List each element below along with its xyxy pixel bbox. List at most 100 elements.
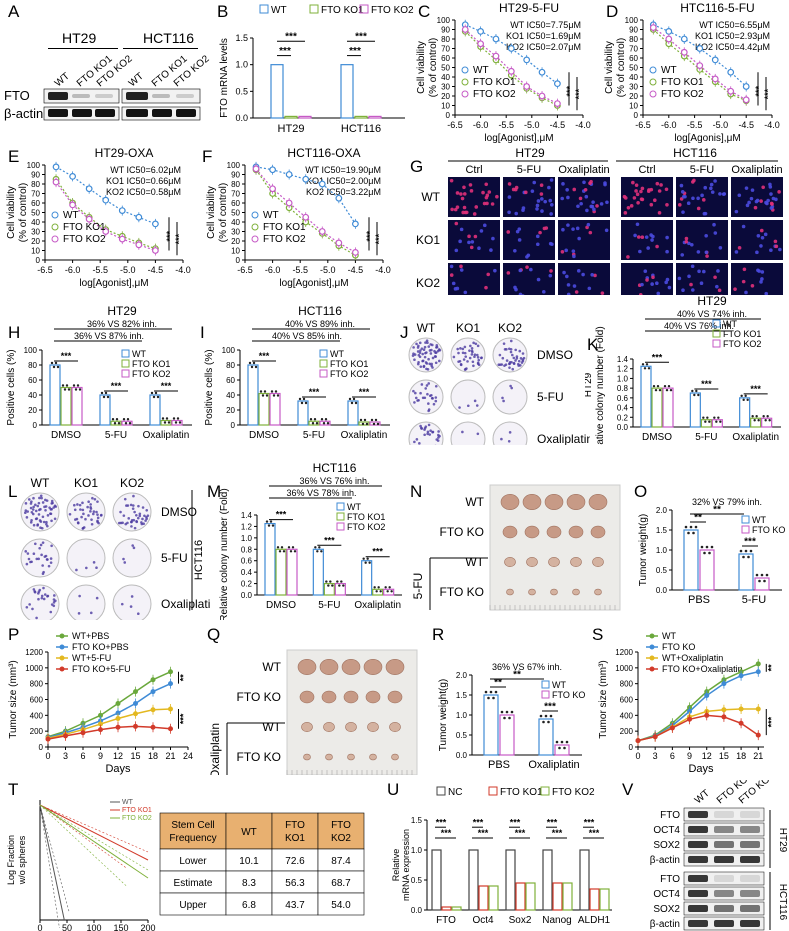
data-point — [373, 586, 376, 589]
tick-label: 40 — [441, 73, 450, 82]
colony — [79, 508, 82, 511]
tick-label: 0.5 — [411, 876, 423, 885]
data-point — [150, 689, 156, 695]
data-point — [555, 740, 559, 744]
row-label: KO2 — [416, 276, 440, 290]
table-header: Frequency — [169, 833, 216, 844]
data-point — [69, 201, 76, 209]
cell-spot — [529, 267, 533, 272]
bar — [49, 364, 61, 426]
cell-spot — [713, 179, 717, 183]
data-point — [263, 390, 267, 393]
panel-s: S 0 200 400 600 800 1000 1200 0 3 6 9 12 15 18 21 Days T… — [590, 625, 789, 775]
data-point — [351, 248, 359, 256]
data-point — [667, 384, 671, 388]
colony — [87, 514, 90, 517]
colony — [452, 355, 456, 359]
tumor — [347, 753, 355, 761]
colony — [518, 349, 522, 353]
legend-label: WT — [263, 210, 279, 221]
cell-spot — [518, 292, 523, 295]
cell-spot — [451, 281, 456, 286]
legend-label: FTO KO2 — [122, 815, 152, 822]
micrograph — [558, 263, 610, 295]
data-point — [744, 394, 747, 398]
y-axis-label: Cell viability — [206, 186, 217, 239]
cell-spot — [768, 182, 772, 187]
sig-label: ** — [513, 669, 521, 680]
colony — [425, 339, 429, 342]
ic50-label: KO1 IC50=2.00μM — [306, 176, 381, 186]
data-point — [261, 394, 265, 397]
data-point — [122, 418, 126, 421]
data-point — [115, 710, 121, 716]
panel-letter: H — [8, 323, 21, 342]
data-point — [117, 422, 121, 425]
tick-label: 0.2 — [617, 413, 629, 422]
sig-label: *** — [374, 233, 384, 244]
legend-marker — [461, 78, 469, 86]
cell-spot — [459, 192, 463, 196]
bar — [358, 421, 370, 426]
tumor — [502, 525, 518, 539]
cell-spot — [757, 269, 761, 273]
row-label: KO1 — [416, 233, 440, 247]
data-point — [128, 422, 132, 425]
cell-spot — [474, 205, 479, 209]
category-label: Oxaliplatin — [143, 430, 190, 441]
panel-f: F 0 10 20 30 40 50 60 70 80 90 100 -6.5 -6.0 -5.5 -5.0… — [200, 145, 400, 290]
category-label: Oxaliplatin — [732, 432, 779, 443]
cell-spot — [470, 240, 475, 244]
cell-spot — [744, 186, 749, 190]
data-point — [477, 40, 484, 48]
colony — [25, 562, 29, 566]
bar — [754, 577, 770, 591]
sig-label: *** — [259, 351, 270, 361]
cell-spot — [540, 209, 544, 213]
cell-spot — [639, 189, 643, 194]
series-line — [47, 708, 171, 740]
colony — [123, 497, 127, 501]
bar — [372, 588, 384, 596]
colony — [521, 352, 525, 355]
cell-spot — [491, 236, 495, 241]
colony — [27, 498, 31, 501]
panel-d: D 0 10 20 30 40 50 60 70 80 90 100 -6.5 -6.0 -5.5 -5.0… — [598, 0, 789, 145]
colony — [507, 439, 511, 443]
colony — [470, 353, 474, 356]
colony — [427, 423, 431, 427]
data-point — [507, 45, 515, 52]
data-point — [689, 525, 693, 529]
colony — [462, 358, 466, 361]
column-label: 5-FU — [690, 164, 715, 176]
micrograph — [676, 220, 728, 260]
tick-label: 100 — [222, 346, 236, 355]
tick-label: 0.8 — [617, 384, 629, 393]
colony — [85, 566, 88, 570]
data-point — [695, 389, 698, 393]
panel-n: N WT FTO KO WT FTO KO 5-FU — [408, 460, 633, 620]
data-point — [322, 422, 326, 425]
data-point — [652, 384, 656, 388]
colony — [143, 514, 146, 518]
cell-spot — [753, 205, 758, 210]
colony — [34, 509, 38, 513]
colony — [50, 507, 53, 511]
cell-spot — [566, 223, 570, 227]
sig-label: *** — [355, 32, 367, 43]
colony — [514, 359, 517, 362]
colony — [477, 363, 481, 367]
tumor — [303, 753, 311, 761]
cell-spot — [656, 291, 661, 295]
y-axis-label: mRNA expression — [401, 829, 411, 901]
cell-spot — [467, 240, 471, 245]
tick-label: 0.6 — [617, 394, 629, 403]
colony — [508, 366, 511, 369]
data-point — [335, 239, 343, 247]
row-label: FTO KO — [237, 690, 281, 704]
row-label: FTO — [660, 810, 680, 821]
colony — [469, 344, 472, 348]
sig-label: *** — [285, 32, 297, 43]
